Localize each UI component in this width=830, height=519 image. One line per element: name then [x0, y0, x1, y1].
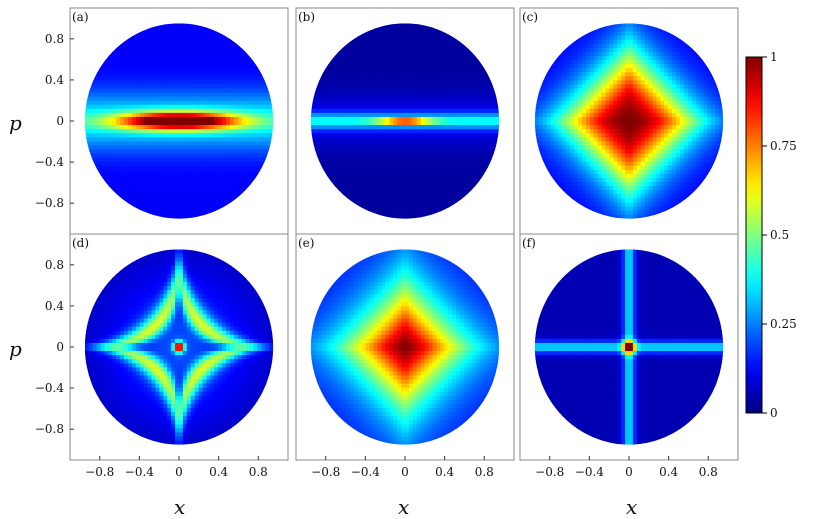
panel-d: (d) 0.8 0.4 0 −0.4 −0.8 −0.8 −0.4 0 0.4 0.8	[35, 233, 289, 479]
colorbar-tick-label: 0.5	[770, 228, 789, 242]
x-tick-label: 0.8	[699, 465, 718, 479]
panel-f: (f) −0.8 −0.4 0 0.4 0.8	[519, 233, 739, 479]
colorbar-tick-label: 1	[770, 50, 778, 64]
x-tick-label: 0.4	[435, 465, 454, 479]
panel-label: (b)	[298, 10, 315, 24]
panel-label: (d)	[72, 236, 89, 250]
x-tick-label: −0.4	[125, 465, 155, 479]
colorbar-tick-label: 0.25	[770, 317, 797, 331]
x-tick-label: 0.8	[475, 465, 494, 479]
x-tick-label: 0	[401, 465, 409, 479]
y-tick-label: 0.8	[45, 258, 64, 272]
colorbar-gradient	[745, 56, 763, 414]
panel-b: (b)	[295, 7, 515, 235]
x-axis-label-col2: x	[398, 495, 409, 519]
x-tick-label: 0.4	[209, 465, 228, 479]
panel-label: (c)	[522, 10, 538, 24]
colorbar-ticks: 0 0.25 0.5 0.75 1	[762, 50, 797, 420]
panel-label: (e)	[298, 236, 314, 250]
y-tick-label: −0.8	[35, 422, 64, 436]
heatmap-disk	[84, 23, 274, 219]
heatmap-disk	[84, 249, 274, 445]
y-tick-label: 0.4	[45, 299, 64, 313]
heatmap-disk	[310, 23, 500, 219]
heatmap-disk	[534, 249, 724, 445]
panel-a: (a) 0.8 0.4 0 −0.4 −0.8	[35, 7, 289, 235]
y-tick-label: 0.8	[45, 32, 64, 46]
panel-label: (f)	[522, 236, 536, 250]
x-tick-label: 0.8	[249, 465, 268, 479]
colorbar-tick-label: 0.75	[770, 139, 797, 153]
x-tick-label: 0	[625, 465, 633, 479]
panel-c: (c)	[519, 7, 739, 235]
panel-e: (e) −0.8 −0.4 0 0.4 0.8	[295, 233, 515, 479]
y-tick-label: 0.4	[45, 73, 64, 87]
y-tick-label: −0.4	[35, 155, 65, 169]
colorbar: 0 0.25 0.5 0.75 1	[745, 50, 797, 420]
y-axis-label-top: p	[9, 111, 22, 135]
y-tick-label: −0.4	[35, 381, 65, 395]
panel-label: (a)	[72, 10, 89, 24]
x-tick-label: −0.8	[535, 465, 564, 479]
x-axis-label-col1: x	[174, 495, 185, 519]
x-tick-label: 0	[175, 465, 183, 479]
panels: (a) 0.8 0.4 0 −0.4 −0.8 (b) (c) (d) 0.8 0.4 0 −0.4 −0…	[35, 7, 739, 479]
x-axis-label-col3: x	[626, 495, 637, 519]
y-tick-label: 0	[56, 340, 64, 354]
y-tick-label: −0.8	[35, 196, 64, 210]
x-tick-label: −0.4	[575, 465, 605, 479]
y-axis-label-bottom: p	[9, 337, 22, 361]
heatmap-disk	[310, 249, 500, 445]
x-tick-label: −0.8	[311, 465, 340, 479]
y-tick-label: 0	[56, 114, 64, 128]
heatmap-disk	[534, 23, 724, 219]
x-tick-label: −0.8	[85, 465, 114, 479]
x-tick-label: 0.4	[659, 465, 678, 479]
x-tick-label: −0.4	[351, 465, 381, 479]
colorbar-tick-label: 0	[770, 406, 778, 420]
